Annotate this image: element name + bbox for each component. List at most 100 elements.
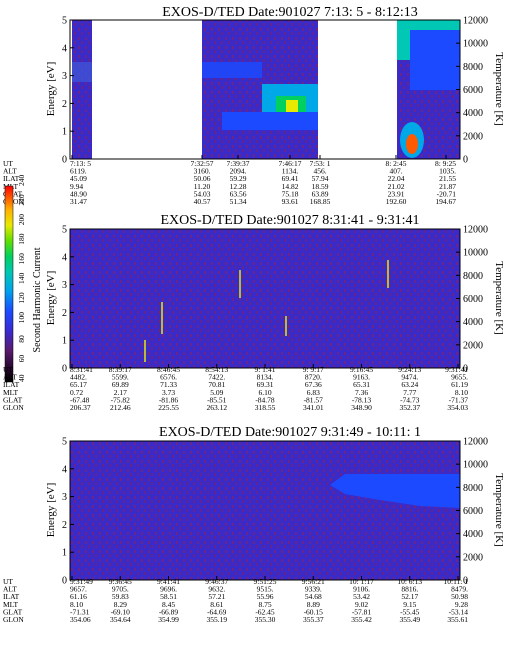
row-label: GLON bbox=[3, 403, 24, 412]
row-label: ALT bbox=[3, 167, 17, 176]
panel-2: EXOS-D/TED Date:901027 8:31:41 - 9:31:41… bbox=[3, 213, 505, 412]
table-cell: 9:31:49 bbox=[70, 577, 93, 586]
colorbar-tick-label: 60 bbox=[17, 355, 26, 363]
table-cell: -84.78 bbox=[255, 395, 275, 404]
table-cell: 14.82 bbox=[282, 182, 299, 191]
y2-tick-label: 8000 bbox=[463, 271, 483, 282]
table-cell: 8.45 bbox=[162, 600, 175, 609]
table-cell: 1134. bbox=[282, 167, 299, 176]
colorbar-tick-label: 80 bbox=[17, 335, 26, 343]
table-cell: 355.37 bbox=[303, 615, 324, 624]
table-cell: 8.10 bbox=[455, 388, 468, 397]
table-cell: 9.94 bbox=[70, 182, 83, 191]
table-cell: 6119. bbox=[70, 167, 87, 176]
table-cell: 8:54:13 bbox=[205, 365, 228, 374]
row-label: GLAT bbox=[3, 607, 23, 616]
table-cell: 1035. bbox=[439, 167, 456, 176]
row-label: ILAT bbox=[3, 592, 20, 601]
y2-tick-label: 0 bbox=[463, 155, 468, 166]
table-cell: 51.34 bbox=[230, 197, 247, 206]
table-cell: 8.89 bbox=[307, 600, 320, 609]
panel-2-y2label: Temperature [K] bbox=[493, 261, 505, 334]
table-cell: -53.14 bbox=[449, 607, 469, 616]
panel-1-segment-c-mid bbox=[410, 30, 460, 90]
table-cell: 355.19 bbox=[206, 615, 227, 624]
table-cell: 4482. bbox=[70, 373, 87, 382]
table-cell: -75.82 bbox=[111, 395, 131, 404]
table-cell: 6576. bbox=[160, 373, 177, 382]
y-tick-label: 5 bbox=[62, 16, 67, 27]
table-cell: 53.42 bbox=[353, 592, 370, 601]
panel-3-band bbox=[330, 474, 460, 508]
row-label: UT bbox=[3, 577, 13, 586]
panel-1-segment-c-blob-core bbox=[406, 134, 418, 154]
y-tick-label: 5 bbox=[62, 225, 67, 236]
table-cell: 69.89 bbox=[112, 380, 129, 389]
table-cell: 67.36 bbox=[305, 380, 322, 389]
row-label: GLON bbox=[3, 615, 24, 624]
table-cell: 2.17 bbox=[114, 388, 127, 397]
table-cell: 9.02 bbox=[355, 600, 368, 609]
table-cell: 50.98 bbox=[451, 592, 468, 601]
y2-tick-label: 10000 bbox=[463, 460, 488, 471]
panel-2-field bbox=[70, 229, 460, 368]
table-cell: 9657. bbox=[70, 585, 87, 594]
table-cell: 9163. bbox=[353, 373, 370, 382]
table-cell: 59.29 bbox=[230, 174, 247, 183]
table-cell: 9:24:13 bbox=[398, 365, 421, 374]
table-cell: -64.69 bbox=[207, 607, 227, 616]
table-cell: 8.75 bbox=[258, 600, 271, 609]
colorbar-tick-label: 100 bbox=[17, 312, 26, 324]
colorbar-tick-label: 40 bbox=[17, 374, 26, 382]
panel-2-ticks-left: 0 1 2 3 4 5 bbox=[62, 225, 74, 375]
table-cell: 8134. bbox=[257, 373, 274, 382]
panel-3-info-table: UT 9:31:49 9:36:45 9:41:41 9:46:37 9:51:25 9:5… bbox=[3, 576, 468, 624]
table-cell: 54.03 bbox=[194, 189, 211, 198]
table-cell: 3160. bbox=[194, 167, 211, 176]
y-tick-label: 3 bbox=[62, 71, 67, 82]
table-cell: 7:46:17 bbox=[279, 159, 302, 168]
table-cell: 9:36:45 bbox=[109, 577, 132, 586]
colorbar-frame bbox=[4, 185, 14, 383]
colorbar: 40 60 80 100 120 140 160 180 200 220 240 Second Ha… bbox=[4, 175, 43, 383]
table-cell: 341.01 bbox=[303, 403, 324, 412]
table-cell: -81.57 bbox=[304, 395, 324, 404]
table-cell: 71.33 bbox=[160, 380, 177, 389]
table-cell: 8.10 bbox=[70, 600, 83, 609]
table-cell: 48.90 bbox=[70, 189, 87, 198]
table-cell: 6.10 bbox=[258, 388, 271, 397]
table-cell: 192.60 bbox=[386, 197, 407, 206]
table-cell: 7.77 bbox=[403, 388, 416, 397]
table-cell: 225.55 bbox=[158, 403, 179, 412]
y-tick-label: 1 bbox=[62, 548, 67, 559]
table-cell: 63.24 bbox=[401, 380, 418, 389]
y2-tick-label: 8000 bbox=[463, 483, 483, 494]
table-cell: 21.02 bbox=[388, 182, 405, 191]
row-label: ALT bbox=[3, 585, 17, 594]
table-cell: 10: 6:13 bbox=[397, 577, 422, 586]
table-cell: 2094. bbox=[230, 167, 247, 176]
table-cell: 194.67 bbox=[435, 197, 456, 206]
table-cell: 354.99 bbox=[158, 615, 179, 624]
table-cell: 7:13: 5 bbox=[70, 159, 91, 168]
panel-2-ylabel: Energy [eV] bbox=[45, 271, 57, 325]
panel-1-y2label: Temperature [K] bbox=[493, 52, 505, 125]
y2-tick-label: 6000 bbox=[463, 294, 483, 305]
y2-tick-label: 2000 bbox=[463, 131, 483, 142]
table-cell: 52.17 bbox=[401, 592, 418, 601]
table-cell: 9106. bbox=[353, 585, 370, 594]
y2-tick-label: 10000 bbox=[463, 248, 488, 259]
panel-3-y2label: Temperature [K] bbox=[493, 473, 505, 546]
panel-1-segment-b-band bbox=[202, 62, 262, 78]
table-cell: 206.37 bbox=[70, 403, 91, 412]
y2-tick-label: 2000 bbox=[463, 340, 483, 351]
table-cell: -57.81 bbox=[352, 607, 372, 616]
table-cell: 9.15 bbox=[403, 600, 416, 609]
table-cell: -74.73 bbox=[400, 395, 420, 404]
table-cell: 9:46:37 bbox=[205, 577, 228, 586]
table-cell: 8: 9:25 bbox=[435, 159, 456, 168]
table-cell: 31.47 bbox=[70, 197, 87, 206]
colorbar-tick-label: 140 bbox=[17, 273, 26, 285]
table-cell: 355.30 bbox=[255, 615, 276, 624]
table-cell: 9632. bbox=[208, 585, 225, 594]
